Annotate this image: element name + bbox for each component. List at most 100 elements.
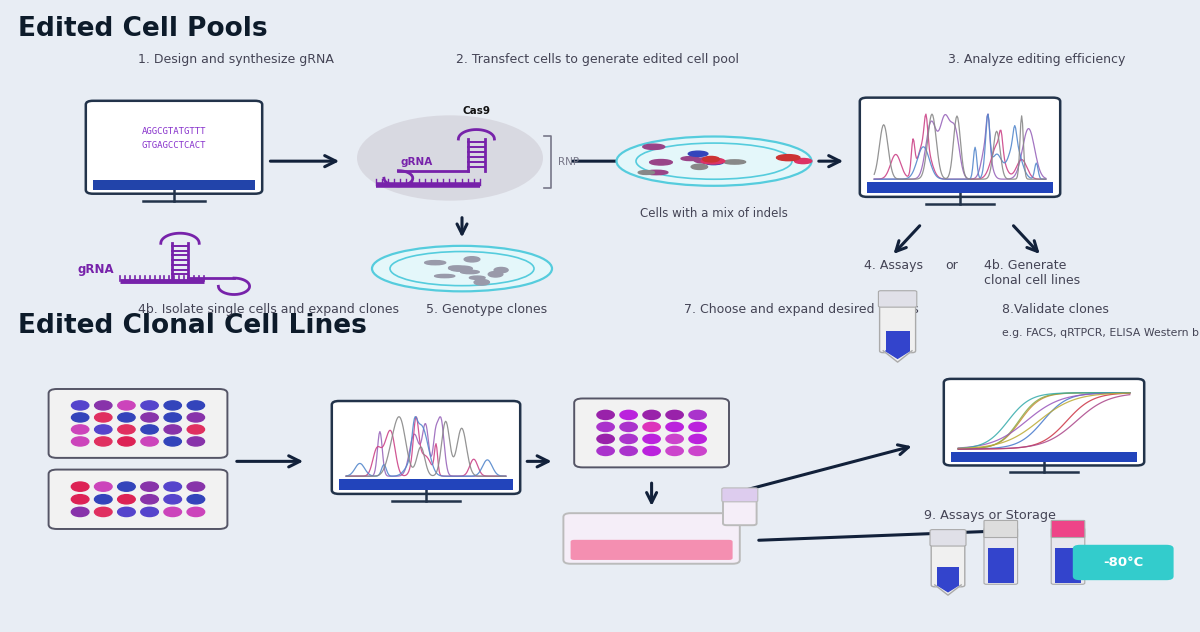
- Circle shape: [620, 422, 637, 432]
- Polygon shape: [935, 585, 961, 595]
- Circle shape: [72, 425, 89, 434]
- Ellipse shape: [691, 164, 708, 169]
- FancyBboxPatch shape: [1055, 548, 1081, 583]
- Circle shape: [72, 401, 89, 410]
- FancyBboxPatch shape: [931, 540, 965, 586]
- Circle shape: [666, 434, 683, 444]
- Circle shape: [140, 425, 158, 434]
- Ellipse shape: [776, 155, 800, 161]
- FancyBboxPatch shape: [1051, 521, 1085, 537]
- Ellipse shape: [449, 266, 463, 270]
- Circle shape: [118, 507, 136, 516]
- Ellipse shape: [724, 160, 745, 164]
- Circle shape: [95, 401, 112, 410]
- Circle shape: [643, 422, 660, 432]
- Circle shape: [689, 410, 707, 420]
- Ellipse shape: [649, 159, 672, 165]
- FancyBboxPatch shape: [880, 301, 916, 353]
- Circle shape: [95, 413, 112, 422]
- Ellipse shape: [372, 246, 552, 291]
- Text: gRNA: gRNA: [77, 264, 114, 276]
- Circle shape: [118, 482, 136, 491]
- Circle shape: [596, 410, 614, 420]
- Text: or: or: [946, 259, 958, 272]
- Circle shape: [596, 434, 614, 444]
- Circle shape: [187, 507, 205, 516]
- FancyBboxPatch shape: [952, 451, 1138, 461]
- Text: GTGAGCCTCACT: GTGAGCCTCACT: [142, 141, 206, 150]
- Ellipse shape: [643, 144, 665, 149]
- FancyBboxPatch shape: [866, 182, 1054, 193]
- Circle shape: [72, 413, 89, 422]
- Ellipse shape: [469, 276, 485, 279]
- FancyBboxPatch shape: [331, 401, 521, 494]
- FancyBboxPatch shape: [722, 495, 757, 525]
- Text: Cas9: Cas9: [462, 106, 491, 116]
- Circle shape: [689, 434, 707, 444]
- Text: 9. Assays or Storage: 9. Assays or Storage: [924, 509, 1056, 522]
- FancyBboxPatch shape: [48, 470, 228, 529]
- FancyBboxPatch shape: [930, 530, 966, 546]
- Ellipse shape: [452, 266, 473, 271]
- Circle shape: [666, 446, 683, 456]
- Circle shape: [95, 495, 112, 504]
- Circle shape: [643, 446, 660, 456]
- Ellipse shape: [488, 272, 503, 277]
- Text: 2. Transfect cells to generate edited cell pool: 2. Transfect cells to generate edited ce…: [456, 53, 739, 66]
- Circle shape: [71, 507, 89, 516]
- Ellipse shape: [461, 270, 479, 274]
- FancyBboxPatch shape: [722, 488, 758, 502]
- Circle shape: [187, 425, 204, 434]
- FancyBboxPatch shape: [984, 528, 1018, 584]
- Polygon shape: [937, 585, 959, 592]
- Circle shape: [187, 437, 204, 446]
- Ellipse shape: [689, 151, 708, 157]
- Circle shape: [164, 507, 181, 516]
- Ellipse shape: [617, 137, 811, 186]
- Circle shape: [689, 422, 707, 432]
- FancyBboxPatch shape: [988, 548, 1014, 583]
- Circle shape: [164, 401, 181, 410]
- FancyBboxPatch shape: [937, 567, 959, 585]
- Circle shape: [643, 410, 660, 420]
- Text: 4. Assays: 4. Assays: [864, 259, 923, 272]
- Circle shape: [140, 507, 158, 516]
- Ellipse shape: [694, 158, 716, 163]
- Circle shape: [118, 425, 136, 434]
- Polygon shape: [886, 351, 910, 358]
- Circle shape: [666, 422, 683, 432]
- Text: Edited Clonal Cell Lines: Edited Clonal Cell Lines: [18, 313, 367, 339]
- Ellipse shape: [449, 267, 463, 270]
- FancyBboxPatch shape: [984, 521, 1018, 537]
- Circle shape: [187, 401, 204, 410]
- Ellipse shape: [701, 158, 725, 164]
- Circle shape: [164, 495, 181, 504]
- Circle shape: [118, 495, 136, 504]
- Ellipse shape: [644, 170, 668, 174]
- Text: AGGCGTATGTTT: AGGCGTATGTTT: [142, 127, 206, 136]
- Circle shape: [71, 482, 89, 491]
- Text: Cells with a mix of indels: Cells with a mix of indels: [640, 207, 788, 220]
- FancyBboxPatch shape: [943, 379, 1145, 465]
- Text: RNP: RNP: [558, 157, 580, 167]
- Circle shape: [620, 410, 637, 420]
- Text: Edited Cell Pools: Edited Cell Pools: [18, 16, 268, 42]
- Circle shape: [95, 437, 112, 446]
- Circle shape: [187, 482, 205, 491]
- Ellipse shape: [450, 267, 468, 271]
- FancyBboxPatch shape: [886, 331, 910, 351]
- Circle shape: [95, 425, 112, 434]
- Circle shape: [187, 413, 204, 422]
- Circle shape: [72, 437, 89, 446]
- Ellipse shape: [474, 279, 490, 285]
- Text: 1. Design and synthesize gRNA: 1. Design and synthesize gRNA: [138, 53, 334, 66]
- Ellipse shape: [794, 159, 812, 164]
- Circle shape: [596, 422, 614, 432]
- Circle shape: [164, 413, 181, 422]
- Circle shape: [164, 425, 181, 434]
- Circle shape: [164, 482, 181, 491]
- Circle shape: [71, 495, 89, 504]
- FancyBboxPatch shape: [571, 540, 732, 560]
- Circle shape: [164, 437, 181, 446]
- Ellipse shape: [638, 171, 654, 174]
